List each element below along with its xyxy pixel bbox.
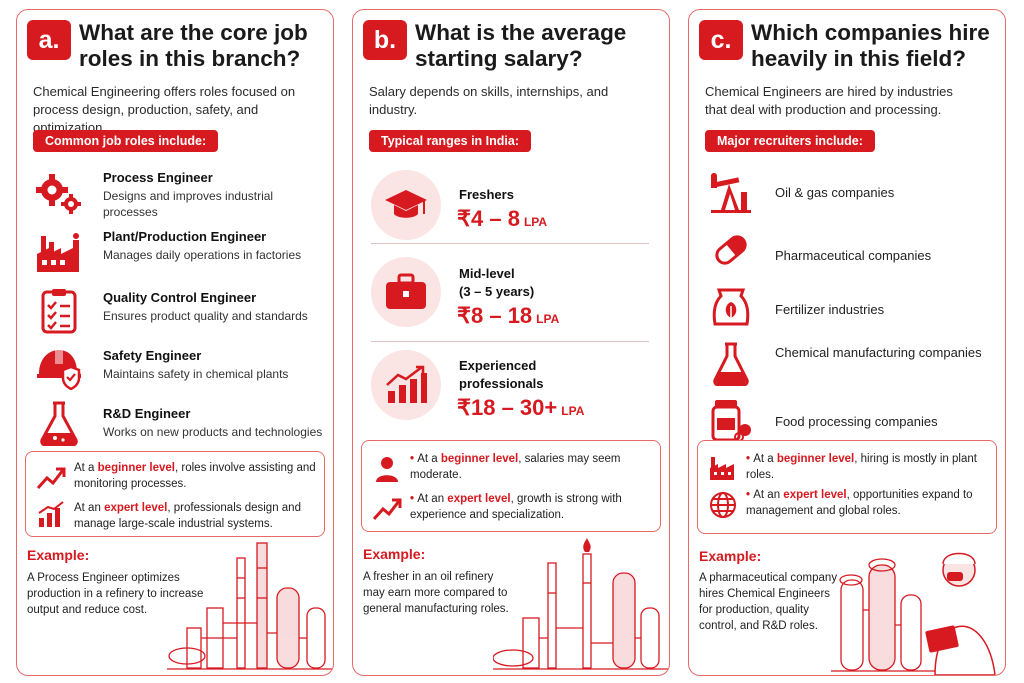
- level-callout: At a beginner level, roles involve assis…: [25, 451, 325, 537]
- flask-icon: [40, 401, 78, 446]
- panel-badge: a.: [27, 20, 71, 60]
- panel-salary: b. What is the average starting salary? …: [352, 9, 670, 676]
- role-desc: Designs and improves industrial processe…: [103, 189, 274, 219]
- recruiter-label: Food processing companies: [775, 414, 938, 429]
- role-title: Plant/Production Engineer: [103, 229, 267, 244]
- fertilizer-bag-icon: [712, 288, 750, 326]
- recruiter-label: Fertilizer industries: [775, 302, 885, 317]
- graduation-cap-icon: [385, 190, 427, 218]
- section-pill: Common job roles include:: [33, 130, 219, 152]
- example-text: A pharmaceutical company hires Chemical …: [699, 572, 838, 632]
- panel-job-roles: a. What are the core job roles in this b…: [16, 9, 334, 676]
- salary-range: ₹18 – 30+ LPA: [457, 395, 585, 420]
- example-text: A fresher in an oil refinery may earn mo…: [363, 571, 509, 615]
- trend-up-icon: [36, 467, 66, 490]
- salary-range: ₹4 – 8 LPA: [457, 206, 548, 231]
- salary-range: ₹8 – 18 LPA: [457, 303, 560, 328]
- role-title: Safety Engineer: [103, 348, 202, 363]
- role-desc: Manages daily operations in factories: [103, 248, 302, 262]
- role-title: Quality Control Engineer: [103, 290, 257, 305]
- panel-badge: b.: [363, 20, 407, 60]
- refinery-illustration: [167, 542, 333, 670]
- level-icon-wrap: [371, 257, 441, 327]
- recruiter-label: Chemical manufacturing companies: [775, 345, 982, 360]
- role-desc: Maintains safety in chemical plants: [103, 367, 289, 381]
- growth-chart-icon: [386, 365, 427, 403]
- flask-icon: [713, 342, 749, 386]
- expert-note: At an expert level, professionals design…: [74, 502, 301, 530]
- example-text: A Process Engineer optimizes production …: [27, 572, 204, 616]
- checklist-icon: [41, 289, 77, 334]
- example-heading: Example:: [699, 548, 762, 564]
- recruiter-label: Pharmaceutical companies: [775, 248, 932, 263]
- oil-pump-icon: [711, 173, 751, 213]
- factory-icon: [710, 457, 734, 480]
- panel-title: What are the core job roles in this bran…: [79, 20, 308, 71]
- briefcase-icon: [386, 273, 426, 309]
- divider: [371, 243, 649, 244]
- level-label: Mid-level (3 – 5 years): [459, 266, 535, 299]
- trend-up-icon: [372, 498, 402, 521]
- role-desc: Ensures product quality and standards: [103, 309, 308, 323]
- section-pill: Typical ranges in India:: [369, 130, 531, 152]
- level-icon-wrap: [371, 350, 441, 420]
- recruiter-label: Oil & gas companies: [775, 185, 895, 200]
- divider: [371, 341, 649, 342]
- capsule-icon: [715, 235, 747, 265]
- food-jar-icon: [711, 400, 751, 442]
- example-heading: Example:: [27, 547, 90, 563]
- expert-note: • At an expert level, growth is strong w…: [410, 493, 622, 521]
- panel-title: What is the average starting salary?: [415, 20, 627, 71]
- refinery-illustration: [493, 538, 669, 670]
- level-label: Experienced professionals: [459, 358, 544, 391]
- bar-chart-icon: [38, 501, 64, 527]
- factory-icon: [37, 233, 79, 272]
- example-heading: Example:: [363, 546, 426, 562]
- panel-intro: Chemical Engineering offers roles focuse…: [33, 84, 296, 135]
- hardhat-icon: [37, 350, 81, 390]
- level-callout: • At a beginner level, hiring is mostly …: [697, 440, 997, 534]
- panel-intro: Salary depends on skills, internships, a…: [369, 84, 609, 117]
- role-title: Process Engineer: [103, 170, 213, 185]
- expert-note: • At an expert level, opportunities expa…: [746, 489, 973, 517]
- beginner-note: • At a beginner level, salaries may seem…: [410, 453, 621, 481]
- level-label: Freshers: [459, 187, 514, 202]
- panel-title: Which companies hire heavily in this fie…: [751, 20, 990, 71]
- beginner-note: At a beginner level, roles involve assis…: [74, 462, 316, 490]
- level-callout: • At a beginner level, salaries may seem…: [361, 440, 661, 532]
- pharma-engineer-illustration: [831, 552, 996, 675]
- level-icon-wrap: [371, 170, 441, 240]
- section-pill: Major recruiters include:: [705, 130, 875, 152]
- panel-intro: Chemical Engineers are hired by industri…: [705, 84, 953, 117]
- role-title: R&D Engineer: [103, 406, 191, 421]
- beginner-note: • At a beginner level, hiring is mostly …: [746, 453, 977, 481]
- gears-icon: [36, 174, 81, 214]
- panel-recruiters: c. Which companies hire heavily in this …: [688, 9, 1006, 676]
- globe-icon: [710, 492, 736, 518]
- panel-badge: c.: [699, 20, 743, 60]
- role-desc: Works on new products and technologies: [103, 425, 323, 439]
- person-icon: [376, 457, 398, 482]
